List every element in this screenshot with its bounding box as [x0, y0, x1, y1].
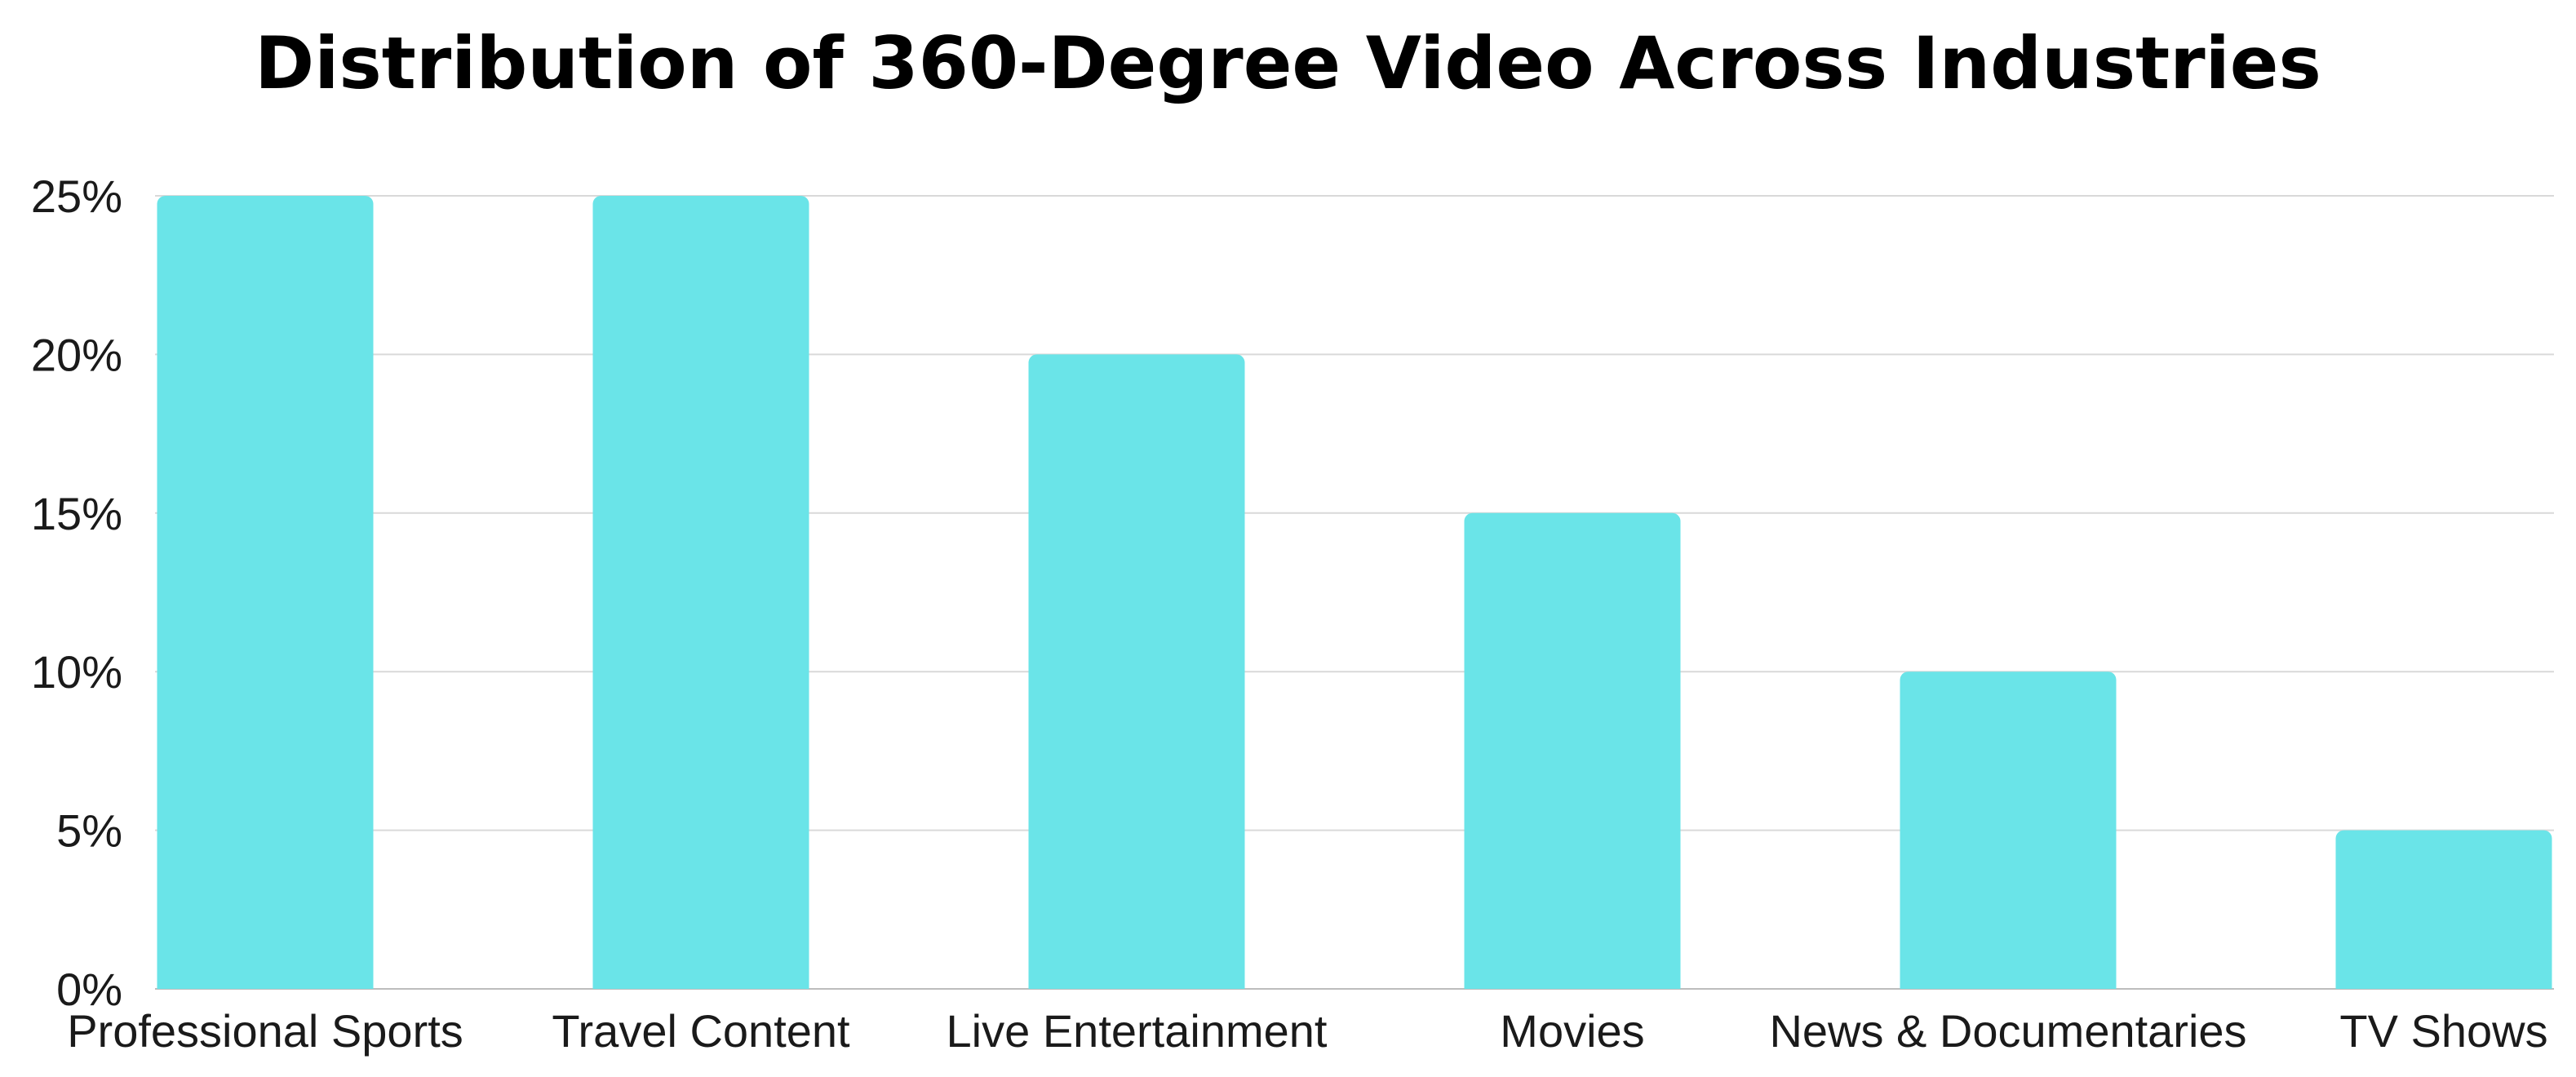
- bar: [1464, 512, 1681, 989]
- bar: [1900, 671, 2117, 989]
- y-axis-ticks: 0% 5% 10% 15% 20% 25%: [31, 171, 122, 1015]
- bar: [592, 196, 809, 989]
- bar-base: [157, 979, 374, 989]
- x-category-label: Professional Sports: [67, 1005, 463, 1057]
- y-tick-label: 10%: [31, 646, 122, 698]
- chart-title: Distribution of 360-Degree Video Across …: [255, 21, 2321, 105]
- x-category-label: Live Entertainment: [947, 1005, 1328, 1057]
- x-category-label: TV Shows: [2339, 1005, 2547, 1057]
- y-tick-label: 0%: [56, 964, 122, 1015]
- y-tick-label: 5%: [56, 805, 122, 857]
- y-tick-label: 20%: [31, 329, 122, 380]
- x-axis-categories: Professional Sports Travel Content Live En…: [67, 1005, 2547, 1057]
- bar: [157, 196, 374, 989]
- bar-base: [1028, 979, 1245, 989]
- bar-base: [2335, 979, 2552, 989]
- bar: [1028, 354, 1245, 989]
- y-tick-label: 15%: [31, 488, 122, 539]
- x-category-label: News & Documentaries: [1769, 1005, 2246, 1057]
- gridlines: [155, 195, 2554, 990]
- bar: [2335, 830, 2552, 989]
- bar-base: [592, 979, 809, 989]
- y-tick-label: 25%: [31, 171, 122, 222]
- bars: [157, 196, 2552, 989]
- bar-base: [1464, 979, 1681, 989]
- bar-base: [1900, 979, 2117, 989]
- x-category-label: Movies: [1500, 1005, 1644, 1057]
- x-category-label: Travel Content: [552, 1005, 850, 1057]
